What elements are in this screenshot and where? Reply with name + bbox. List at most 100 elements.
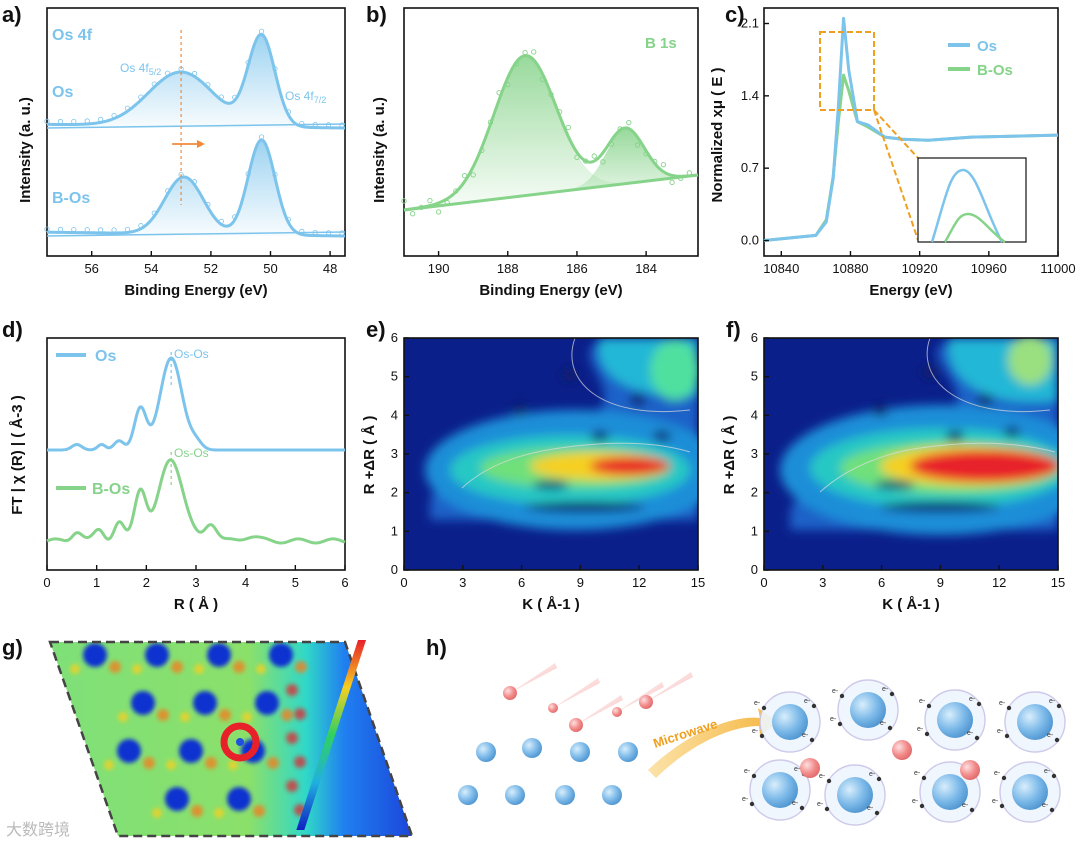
- electron-label: e-: [832, 688, 839, 695]
- raw-data-point: [326, 122, 332, 128]
- raw-data-point: [312, 229, 318, 236]
- electron-label: e-: [804, 698, 811, 705]
- electron-label: e-: [992, 798, 999, 805]
- os-atom: [837, 777, 873, 813]
- panel-c-legend-bos: B-Os: [977, 62, 1013, 79]
- electron: [1054, 737, 1060, 743]
- edge-charge: [286, 780, 298, 792]
- incoming-atoms: [503, 663, 693, 732]
- raw-data-point: [479, 147, 485, 154]
- wt-y-tick-label: 2: [751, 485, 758, 500]
- color-scale-bar: [296, 640, 367, 830]
- raw-data-point: [98, 227, 104, 233]
- raw-data-point: [84, 118, 90, 124]
- raw-data-point: [258, 28, 265, 34]
- electron: [887, 725, 893, 731]
- electron-label: e-: [882, 686, 889, 693]
- panel-d-x-ticks: 0 1 2 3 4 5 6: [43, 565, 349, 590]
- electron: [809, 737, 815, 743]
- panel-d-legend-bos: B-Os: [92, 481, 130, 498]
- raw-data-point: [678, 175, 684, 181]
- electron: [749, 801, 755, 807]
- panel-f-xlabel: K ( Å-1 ): [882, 596, 940, 613]
- raw-data-point: [98, 116, 104, 122]
- charge-lobe: [194, 664, 204, 674]
- electron: [999, 803, 1005, 809]
- a-x-tick-label: 52: [204, 261, 218, 276]
- electron-label: e-: [744, 768, 751, 775]
- electron-label: e-: [830, 716, 837, 723]
- wt-y-tick-label: 3: [391, 446, 398, 461]
- raw-data-point: [258, 134, 265, 140]
- electron: [761, 705, 767, 711]
- panel-e-ylabel: R +ΔR ( Å ): [361, 416, 378, 495]
- electron: [974, 735, 980, 741]
- raw-data-point: [165, 188, 171, 194]
- raw-data-point: [531, 49, 537, 55]
- peak-label-os-os-1: Os-Os: [174, 347, 209, 361]
- panel-a-ylabel: Intensity (a. u.): [17, 97, 34, 203]
- wt-y-tick-label: 1: [751, 523, 758, 538]
- atom-site: [207, 643, 231, 667]
- wt-x-tick-label: 0: [400, 575, 407, 590]
- panel-c-legend-os: Os: [977, 38, 997, 55]
- wt-x-tick-label: 15: [691, 575, 705, 590]
- panel-a-legend-bos: B-Os: [52, 190, 90, 207]
- raw-data-point: [600, 159, 606, 165]
- boron-atom: [892, 740, 912, 760]
- electron-label: e-: [1047, 732, 1054, 739]
- meteor-tail: [646, 672, 693, 702]
- electron: [1006, 705, 1012, 711]
- raw-data-point: [470, 172, 476, 178]
- panel-a: a) Os 4f Os B-Os Os 4f5/2 Os 4f7/2 56 54 5…: [2, 2, 346, 299]
- b-x-tick-label: 190: [428, 261, 450, 276]
- electron: [1051, 773, 1057, 779]
- atom-site: [83, 643, 107, 667]
- edge-charge: [294, 756, 306, 768]
- electron-label: e-: [917, 726, 924, 733]
- electron: [799, 805, 805, 811]
- wt-y-tick-label: 4: [751, 407, 758, 422]
- electron: [1056, 703, 1062, 709]
- electron: [921, 775, 927, 781]
- raw-data-point: [272, 171, 278, 178]
- charge-lobe: [191, 805, 203, 817]
- c-x-tick-label: 10920: [902, 261, 938, 276]
- charge-lobe: [256, 664, 266, 674]
- wt-x-tick-label: 9: [577, 575, 584, 590]
- atom-site: [193, 691, 217, 715]
- charge-lobe: [152, 808, 162, 818]
- raw-data-point: [71, 118, 77, 125]
- a-x-tick-label: 48: [323, 261, 337, 276]
- charge-lobe: [253, 805, 265, 817]
- raw-data-point: [232, 94, 238, 100]
- c-x-tick-label: 10960: [971, 261, 1007, 276]
- electron: [751, 773, 757, 779]
- panel-f-label: f): [726, 317, 741, 342]
- b-x-tick-label: 188: [497, 261, 519, 276]
- raw-data-point: [111, 227, 117, 233]
- atom-site: [117, 739, 141, 763]
- raw-data-point: [299, 228, 305, 234]
- b-x-tick-label: 186: [566, 261, 588, 276]
- wt-x-tick-label: 6: [518, 575, 525, 590]
- b1s-envelope: [403, 54, 697, 212]
- charge-lobe: [118, 712, 128, 722]
- wt-x-tick-label: 12: [992, 575, 1006, 590]
- panel-c-plot: [763, 16, 1059, 242]
- xanes-Os: [763, 16, 1059, 242]
- background-line: [46, 123, 346, 129]
- d-x-tick-label: 3: [192, 575, 199, 590]
- d-x-tick-label: 5: [292, 575, 299, 590]
- panel-a-x-ticks: 56 54 52 50 48: [84, 251, 337, 276]
- charge-density-map: [50, 642, 412, 836]
- inset-zoom-box: [819, 31, 875, 111]
- blue-atom: [476, 742, 496, 762]
- raw-data-point: [401, 198, 407, 204]
- electron-label: e-: [912, 798, 919, 805]
- os-atom: [937, 702, 973, 738]
- raw-data-point: [326, 230, 332, 236]
- raw-data-point: [487, 119, 494, 125]
- electron-label: e-: [994, 770, 1001, 777]
